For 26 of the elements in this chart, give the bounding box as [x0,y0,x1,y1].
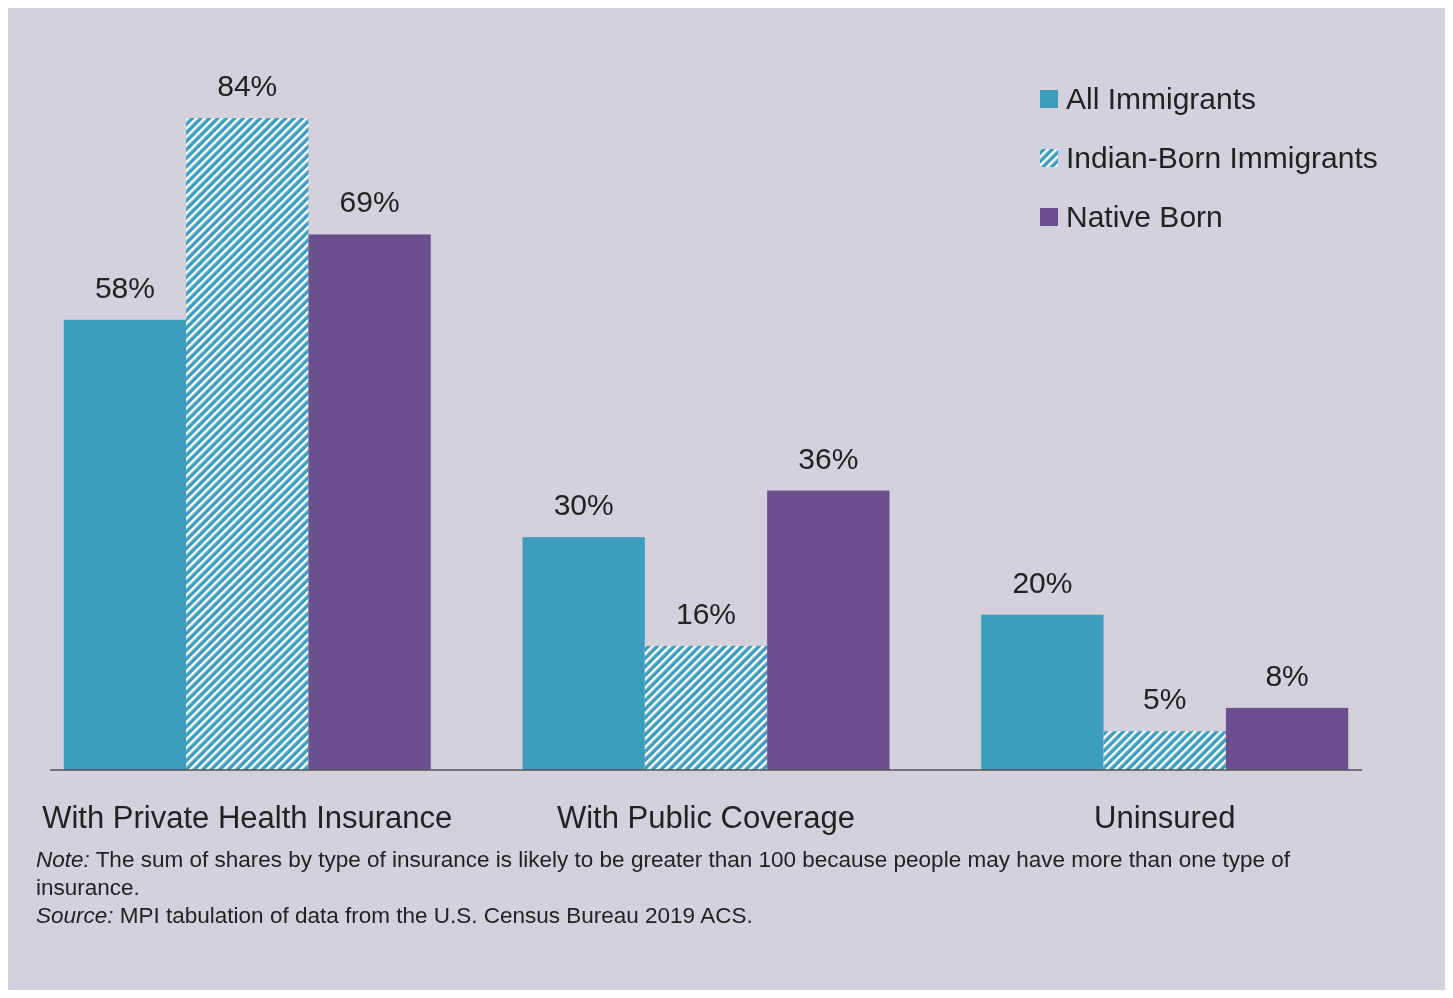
text: Note: The sum of shares by type of insurance is likely to be greater than 100 because people may have more than one type of insurance. [36,846,1292,902]
x-tick-label: With Private Health Insurance [42,800,453,835]
legend-label: Native Born [1066,200,1223,233]
data-label: 69% [339,185,400,219]
data-label: 36% [798,441,859,475]
legend-label: Indian-Born Immigrants [1066,141,1378,174]
bar [1103,731,1226,770]
data-label: 16% [675,596,737,630]
data-label: 20% [1012,565,1073,599]
bar [1225,707,1349,770]
data-label: 30% [553,488,614,522]
data-label: 5% [1143,682,1187,716]
data-label: 84% [217,69,278,102]
data-label: 8% [1265,658,1309,692]
bar [981,614,1104,770]
x-tick-label: Uninsured [1094,800,1236,835]
legend-label: All Immigrants [1066,82,1257,115]
data-label: 58% [94,270,155,304]
bar [644,645,768,770]
bar [308,234,431,770]
x-tick-label: With Public Coverage [556,800,856,835]
bar [767,490,890,770]
bar [186,118,309,770]
bar [522,537,645,770]
bar [63,319,187,770]
source-note: Source: MPI tabulation of data from the U.S. Census Bureau 2019 ACS. [36,902,754,930]
